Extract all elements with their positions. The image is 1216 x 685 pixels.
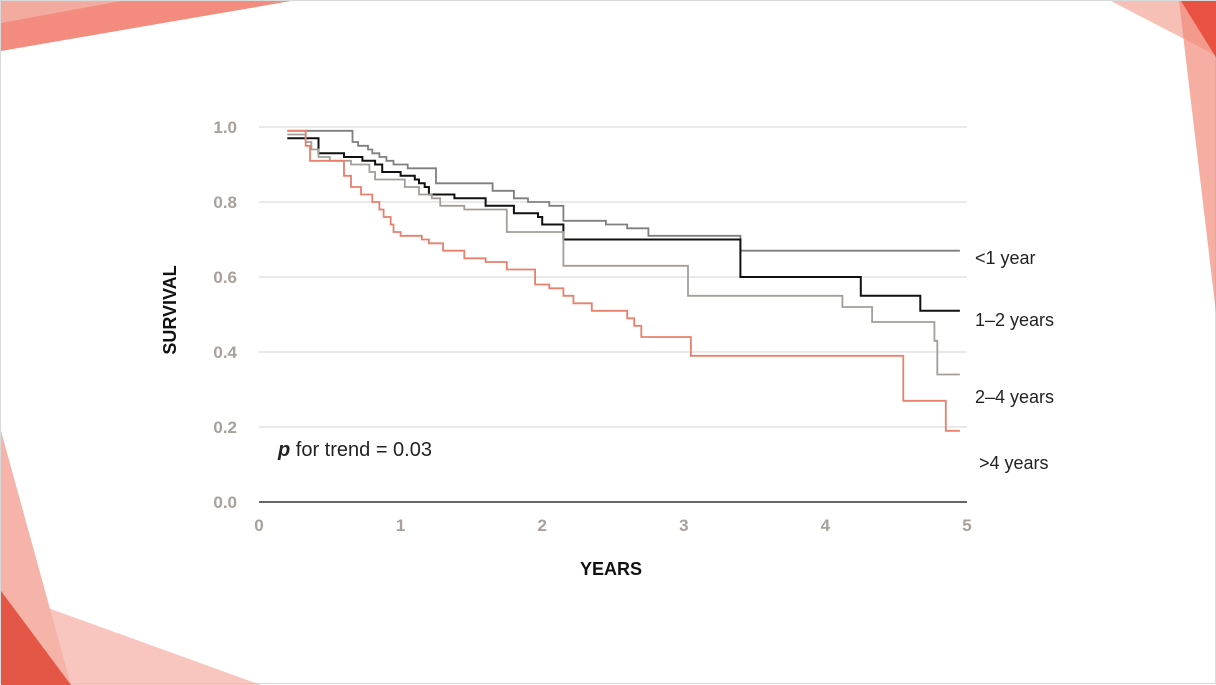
y-axis-title: SURVIVAL [160,265,180,354]
x-tick-labels: 0 1 2 3 4 5 [254,516,971,535]
x-axis-title: YEARS [580,559,642,579]
y-tick-label: 0.6 [213,268,237,287]
series-line-0 [287,129,960,252]
series-line-3 [287,129,960,432]
legend-label-gt4: >4 years [979,453,1049,473]
legend-label-lt1: <1 year [975,248,1036,268]
p-trend-annotation: p for trend = 0.03 [277,439,432,461]
y-tick-labels: 0.0 0.2 0.4 0.6 0.8 1.0 [213,118,237,512]
x-tick-label: 4 [821,516,831,535]
series-line-2 [287,133,960,376]
x-tick-label: 2 [537,516,546,535]
y-tick-label: 0.2 [213,418,237,437]
y-tick-label: 0.4 [213,343,237,362]
grid-lines [259,126,967,503]
x-tick-label: 3 [679,516,688,535]
legend-label-2-4: 2–4 years [975,387,1054,407]
p-italic: p [277,439,290,461]
x-tick-label: 5 [962,516,971,535]
y-tick-label: 0.8 [213,193,237,212]
x-tick-label: 1 [396,516,405,535]
y-tick-label: 0.0 [213,493,237,512]
series-lines [287,129,960,432]
legend-label-1-2: 1–2 years [975,310,1054,330]
y-tick-label: 1.0 [213,118,237,137]
p-text: for trend = 0.03 [290,439,432,461]
x-tick-label: 0 [254,516,263,535]
